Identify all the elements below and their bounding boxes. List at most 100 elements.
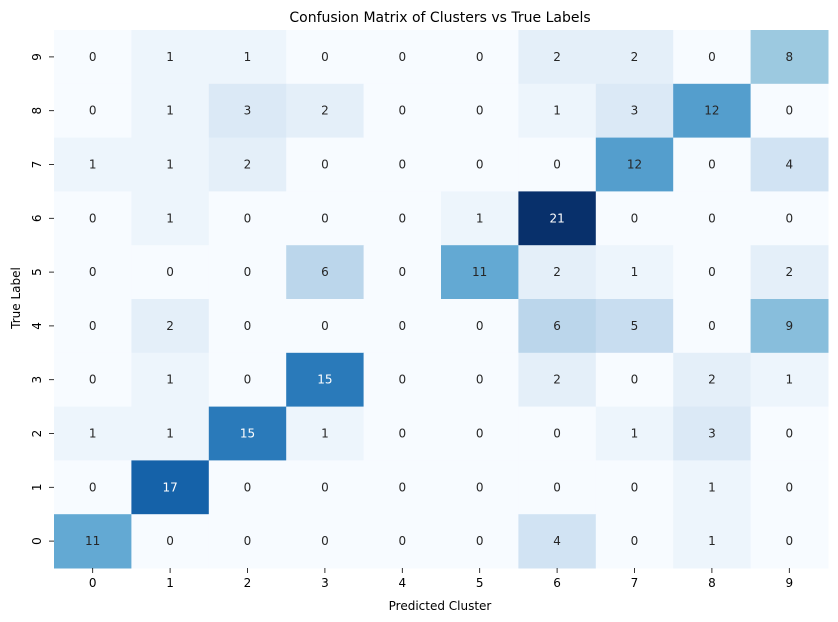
heatmap-cell — [750, 352, 829, 408]
cell-value-label: 9 — [785, 319, 793, 333]
heatmap-cell — [518, 83, 597, 139]
cell-value-label: 0 — [244, 211, 252, 225]
heatmap-cell — [441, 245, 519, 300]
cell-value-label: 2 — [708, 373, 716, 387]
heatmap-cell — [286, 137, 365, 192]
cell-value-label: 0 — [398, 104, 406, 118]
heatmap-cell — [363, 191, 442, 246]
cell-value-label: 0 — [631, 211, 639, 225]
y-tick-label: 4 — [30, 322, 44, 330]
heatmap-cell — [518, 191, 597, 246]
cell-value-label: 2 — [785, 265, 793, 279]
heatmap-cell — [131, 352, 210, 408]
cell-value-label: 0 — [708, 319, 716, 333]
cell-value-label: 0 — [321, 534, 329, 548]
cell-value-label: 0 — [398, 50, 406, 64]
heatmap-cell — [208, 191, 287, 246]
heatmap-cell — [595, 83, 674, 139]
cell-value-label: 0 — [89, 373, 97, 387]
heatmap-cell — [595, 299, 674, 354]
cell-value-label: 2 — [553, 373, 561, 387]
heatmap-cell — [441, 191, 519, 246]
heatmap-cell — [131, 245, 210, 300]
heatmap-cell — [54, 406, 132, 461]
heatmap-cell — [595, 30, 674, 85]
cell-value-label: 0 — [785, 211, 793, 225]
cell-value-label: 6 — [321, 265, 329, 279]
cell-value-label: 0 — [321, 158, 329, 172]
heatmap-cell — [673, 191, 752, 246]
x-tick-label: 6 — [553, 576, 561, 590]
cell-value-label: 0 — [631, 480, 639, 494]
cell-value-label: 1 — [708, 480, 716, 494]
heatmap-cell — [131, 83, 210, 139]
heatmap-cell — [286, 299, 365, 354]
y-tick-label: 9 — [30, 53, 44, 61]
heatmap-cell — [131, 137, 210, 192]
heatmap-cell — [595, 460, 674, 515]
cell-value-label: 0 — [321, 50, 329, 64]
heatmap-cell — [595, 514, 674, 569]
heatmap-cell — [131, 406, 210, 461]
heatmap-cell — [750, 83, 829, 139]
cell-value-label: 3 — [631, 104, 639, 118]
cell-value-label: 0 — [244, 534, 252, 548]
cell-value-label: 0 — [631, 373, 639, 387]
heatmap-cell — [363, 460, 442, 515]
heatmap-cell — [286, 514, 365, 569]
cell-value-label: 6 — [553, 319, 561, 333]
y-tick-label: 0 — [30, 537, 44, 545]
heatmap-cell — [441, 460, 519, 515]
y-tick-label: 7 — [30, 161, 44, 169]
heatmap-cell — [363, 352, 442, 408]
y-tick-label: 8 — [30, 107, 44, 115]
cell-value-label: 3 — [708, 427, 716, 441]
cell-value-label: 1 — [166, 427, 174, 441]
heatmap-cell — [208, 137, 287, 192]
cell-value-label: 3 — [244, 104, 252, 118]
cell-value-label: 0 — [785, 427, 793, 441]
heatmap-cell — [208, 406, 287, 461]
heatmap-cell — [595, 352, 674, 408]
heatmap-cell — [54, 83, 132, 139]
heatmap-cell — [595, 406, 674, 461]
heatmap-cells: 0 1 1 0 0 0 2 2 0 80 1 3 2 0 0 1 3 12 01 1 2 0 0 0 0 12 0 40 1 0 0 0 1 21… — [54, 30, 829, 569]
heatmap-cell — [131, 299, 210, 354]
heatmap-cell — [518, 460, 597, 515]
cell-value-label: 0 — [321, 319, 329, 333]
heatmap-cell — [208, 299, 287, 354]
heatmap-cell — [750, 137, 829, 192]
heatmap-cell — [208, 83, 287, 139]
y-tick-label: 1 — [30, 483, 44, 491]
heatmap-cell — [750, 299, 829, 354]
cell-value-label: 12 — [704, 104, 719, 118]
cell-value-label: 0 — [166, 534, 174, 548]
cell-value-label: 1 — [244, 50, 252, 64]
cell-value-label: 1 — [166, 158, 174, 172]
cell-value-label: 0 — [321, 211, 329, 225]
cell-value-label: 0 — [476, 158, 484, 172]
heatmap-cell — [518, 352, 597, 408]
heatmap-cell — [286, 245, 365, 300]
heatmap-cell — [595, 245, 674, 300]
heatmap-cell — [208, 460, 287, 515]
cell-value-label: 1 — [166, 211, 174, 225]
x-tick-label: 0 — [89, 576, 97, 590]
heatmap-cell — [363, 83, 442, 139]
cell-value-label: 0 — [89, 211, 97, 225]
cell-value-label: 1 — [166, 50, 174, 64]
cell-value-label: 1 — [321, 427, 329, 441]
cell-value-label: 1 — [89, 158, 97, 172]
cell-value-label: 0 — [244, 319, 252, 333]
cell-value-label: 0 — [708, 50, 716, 64]
chart-title: Confusion Matrix of Clusters vs True Lab… — [289, 10, 590, 26]
heatmap-cell — [131, 514, 210, 569]
cell-value-label: 12 — [627, 158, 642, 172]
heatmap-cell — [131, 460, 210, 515]
heatmap-cell — [441, 83, 519, 139]
heatmap-cell — [518, 406, 597, 461]
cell-value-label: 0 — [708, 265, 716, 279]
cell-value-label: 0 — [785, 104, 793, 118]
cell-value-label: 21 — [549, 211, 564, 225]
cell-value-label: 0 — [398, 480, 406, 494]
